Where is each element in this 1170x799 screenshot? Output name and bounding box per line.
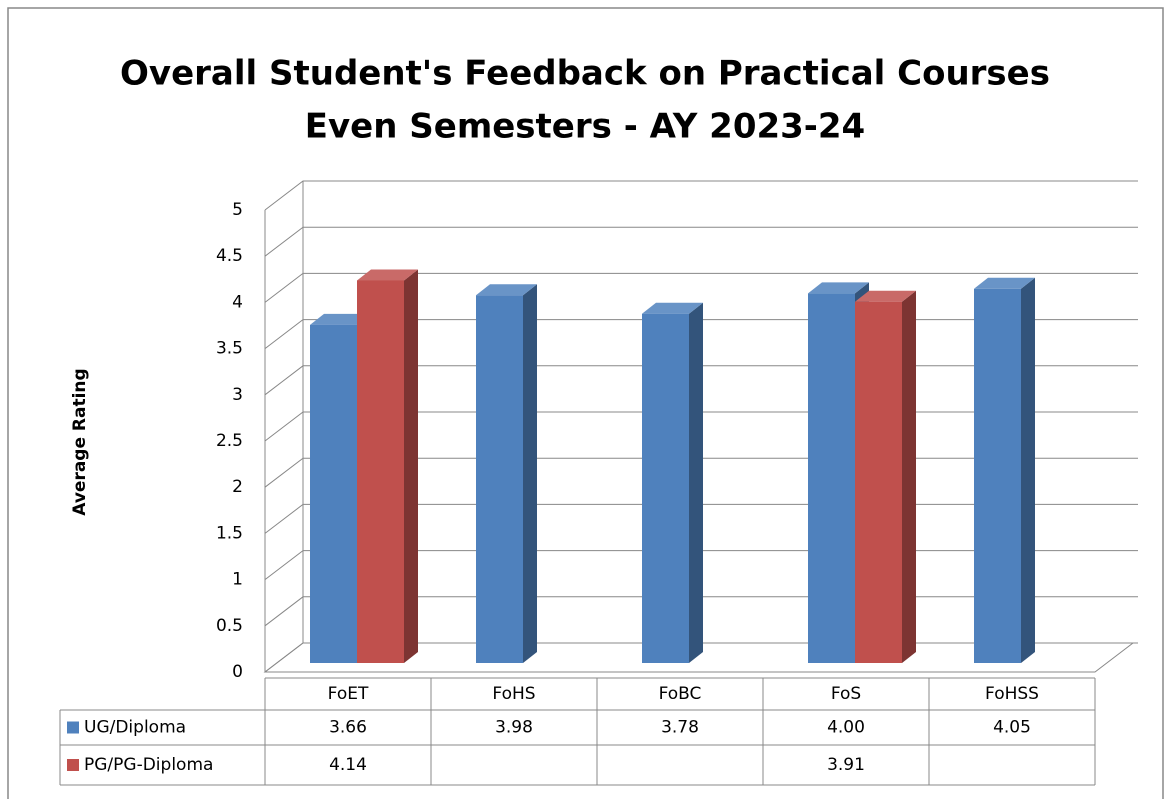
- y-tick-label: 2: [232, 477, 243, 497]
- legend-key: [67, 759, 79, 771]
- x-tick-label: FoHS: [492, 684, 535, 704]
- y-tick-label: 3.5: [216, 339, 243, 359]
- y-tick-label: 4.5: [216, 246, 243, 266]
- bar: [808, 293, 855, 663]
- bar: [357, 280, 404, 663]
- data-label: 3.66: [329, 718, 367, 738]
- y-tick-label: 0: [232, 662, 243, 682]
- bar-side: [404, 269, 418, 663]
- bar: [476, 295, 523, 663]
- data-label: 3.98: [495, 718, 533, 738]
- grid-line: [264, 272, 1138, 303]
- bar-top: [310, 313, 371, 325]
- y-tick-label: 4: [232, 292, 243, 312]
- bar-top: [974, 277, 1035, 289]
- y-tick-label: 3: [232, 385, 243, 405]
- y-tick-label: 1.5: [216, 523, 243, 543]
- bar-side: [689, 302, 703, 663]
- bar-top: [357, 269, 418, 281]
- data-label: 3.78: [661, 718, 699, 738]
- bar-side: [1021, 277, 1035, 663]
- bar-top: [808, 282, 869, 294]
- data-label: 4.05: [993, 718, 1031, 738]
- data-label: 3.91: [827, 755, 865, 775]
- x-tick-label: FoET: [328, 684, 369, 704]
- data-label: 4.14: [329, 755, 367, 775]
- y-tick-label: 2.5: [216, 431, 243, 451]
- data-label: 4.00: [827, 718, 865, 738]
- x-tick-label: FoS: [831, 684, 861, 704]
- y-tick-label: 0.5: [216, 616, 243, 636]
- bar: [642, 313, 689, 663]
- y-axis-label: Average Rating: [70, 368, 90, 515]
- y-tick-label: 5: [232, 200, 243, 220]
- legend-label: PG/PG-Diploma: [84, 755, 213, 775]
- bar-side: [523, 284, 537, 663]
- x-tick-label: FoHSS: [985, 684, 1039, 704]
- grid-line: [264, 180, 1138, 211]
- bar-top: [855, 290, 916, 302]
- x-tick-label: FoBC: [659, 684, 702, 704]
- bar: [310, 324, 357, 663]
- y-tick-label: 1: [232, 570, 243, 590]
- legend-key: [67, 721, 79, 734]
- bar-top: [642, 302, 703, 314]
- bar: [855, 301, 902, 663]
- bar: [974, 288, 1021, 663]
- grid-line: [264, 226, 1138, 257]
- bar-side: [902, 290, 916, 663]
- legend-label: UG/Diploma: [84, 718, 186, 738]
- bar-top: [476, 284, 537, 296]
- chart-subtitle: Even Semesters - AY 2023-24: [305, 107, 865, 147]
- chart-title: Overall Student's Feedback on Practical …: [120, 54, 1050, 94]
- frame: [7, 7, 1164, 799]
